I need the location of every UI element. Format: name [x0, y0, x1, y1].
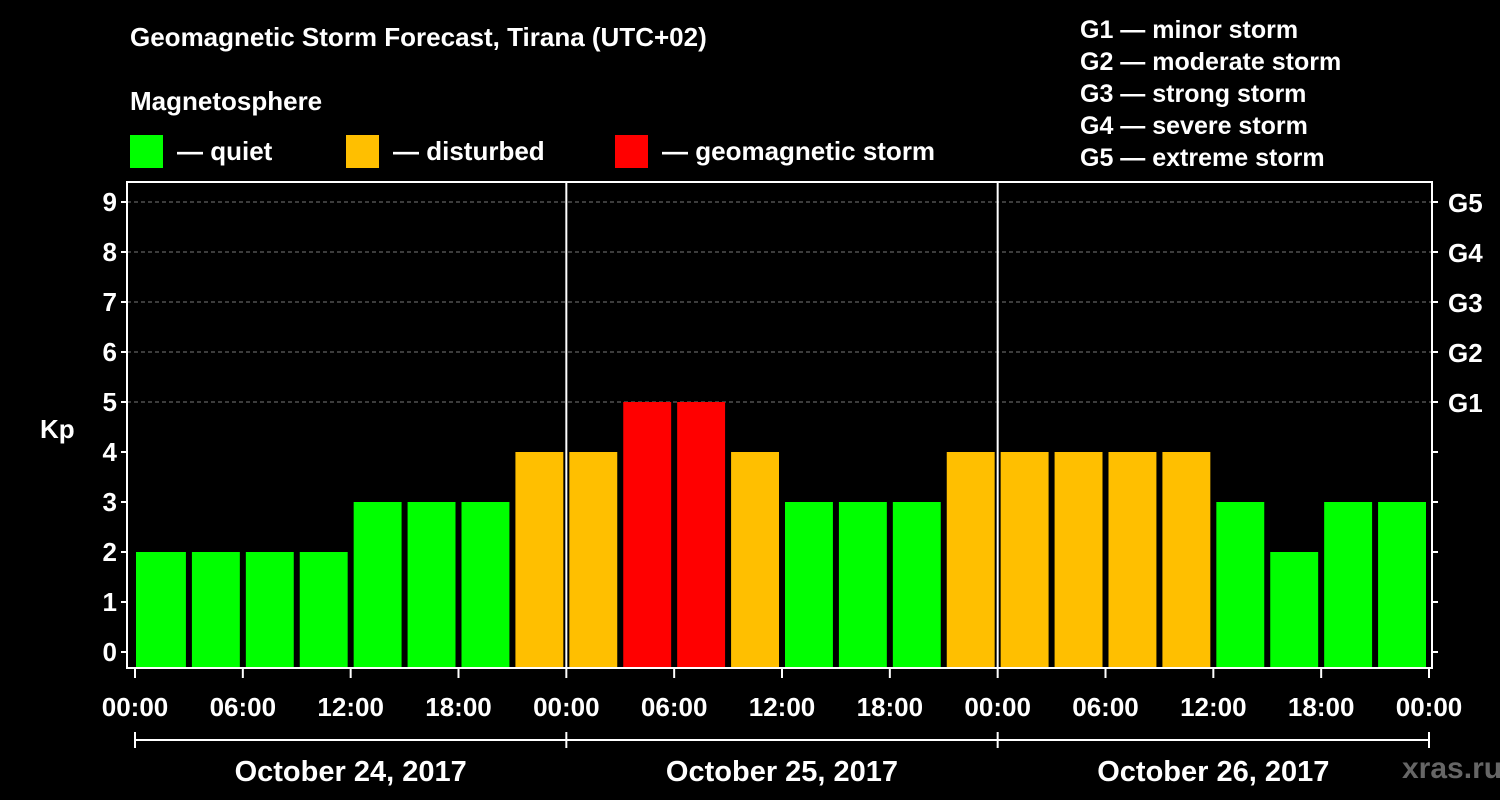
g-scale-item: G5 — extreme storm	[1080, 144, 1325, 172]
x-tick-label: 06:00	[641, 692, 708, 722]
y-tick-label: 2	[103, 537, 117, 567]
y-tick-label: 3	[103, 487, 117, 517]
x-tick-label: 06:00	[1072, 692, 1139, 722]
y-tick-label: 9	[103, 187, 117, 217]
kp-bar	[1270, 552, 1319, 668]
kp-bar	[623, 402, 672, 668]
g-scale-item: G4 — severe storm	[1080, 112, 1308, 140]
right-axis-g-label: G3	[1448, 288, 1483, 318]
kp-bar	[1378, 502, 1426, 668]
x-tick-label: 18:00	[857, 692, 924, 722]
legend-swatch-quiet	[130, 134, 163, 168]
kp-bar	[1054, 452, 1103, 668]
kp-bar	[299, 552, 348, 668]
legend-label-quiet: — quiet	[177, 135, 273, 166]
legend-swatch-disturbed	[346, 134, 379, 168]
legend-subtitle: Magnetosphere	[130, 86, 323, 116]
y-tick-label: 5	[103, 387, 117, 417]
y-tick-label: 4	[103, 437, 118, 467]
kp-bar	[245, 552, 294, 668]
legend-swatch-storm	[615, 134, 648, 168]
x-tick-label: 00:00	[964, 692, 1031, 722]
kp-bar	[946, 452, 995, 668]
y-tick-label: 7	[103, 287, 117, 317]
right-axis-g-label: G5	[1448, 188, 1483, 218]
y-axis-label: Kp	[40, 414, 75, 444]
kp-bar	[461, 502, 510, 668]
y-tick-label: 1	[103, 587, 117, 617]
kp-bar	[731, 452, 779, 668]
y-tick-label: 0	[103, 637, 117, 667]
date-label: October 24, 2017	[235, 756, 467, 788]
kp-bar	[515, 452, 564, 668]
g-scale-legend: G1 — minor storm G2 — moderate storm G3 …	[1080, 14, 1341, 174]
x-tick-label: 18:00	[425, 692, 492, 722]
legend-item-disturbed: — disturbed	[346, 134, 545, 168]
watermark: xras.ru	[1402, 752, 1500, 785]
x-tick-label: 12:00	[749, 692, 816, 722]
kp-bar	[1216, 502, 1265, 668]
g-scale-item: G2 — moderate storm	[1080, 48, 1342, 76]
x-tick-label: 06:00	[210, 692, 277, 722]
kp-bar	[838, 502, 887, 668]
plot-frame	[126, 181, 1433, 669]
x-tick-label: 00:00	[102, 692, 169, 722]
kp-bar	[677, 402, 726, 668]
legend-item-quiet: — quiet	[130, 134, 272, 168]
kp-bar	[569, 452, 618, 668]
right-axis-g-label: G1	[1448, 388, 1483, 418]
x-tick-label: 12:00	[1180, 692, 1247, 722]
g-scale-item: G3 — strong storm	[1080, 80, 1307, 108]
x-tick-label: 00:00	[533, 692, 600, 722]
g-scale-item: G1 — minor storm	[1080, 16, 1299, 44]
chart-title: Geomagnetic Storm Forecast, Tirana (UTC+…	[130, 22, 707, 52]
kp-bar	[191, 552, 240, 668]
kp-bar	[1000, 452, 1049, 668]
date-label: October 25, 2017	[666, 756, 898, 788]
right-axis-g-label: G2	[1448, 338, 1483, 368]
y-tick-label: 6	[103, 337, 117, 367]
legend-item-storm: — geomagnetic storm	[615, 134, 935, 168]
kp-bar	[353, 502, 402, 668]
kp-bar	[136, 552, 186, 668]
date-label: October 26, 2017	[1097, 756, 1329, 788]
x-tick-label: 00:00	[1396, 692, 1463, 722]
legend-label-storm: — geomagnetic storm	[662, 135, 936, 166]
right-axis-g-label: G4	[1448, 238, 1483, 268]
kp-bar	[892, 502, 941, 668]
legend-label-disturbed: — disturbed	[393, 135, 545, 166]
kp-bar	[785, 502, 833, 668]
kp-bar	[1108, 452, 1157, 668]
y-tick-label: 8	[103, 237, 117, 267]
kp-bar	[1162, 452, 1211, 668]
x-tick-label: 12:00	[317, 692, 384, 722]
kp-bar	[407, 502, 456, 668]
kp-bar	[1324, 502, 1373, 668]
x-tick-label: 18:00	[1288, 692, 1355, 722]
